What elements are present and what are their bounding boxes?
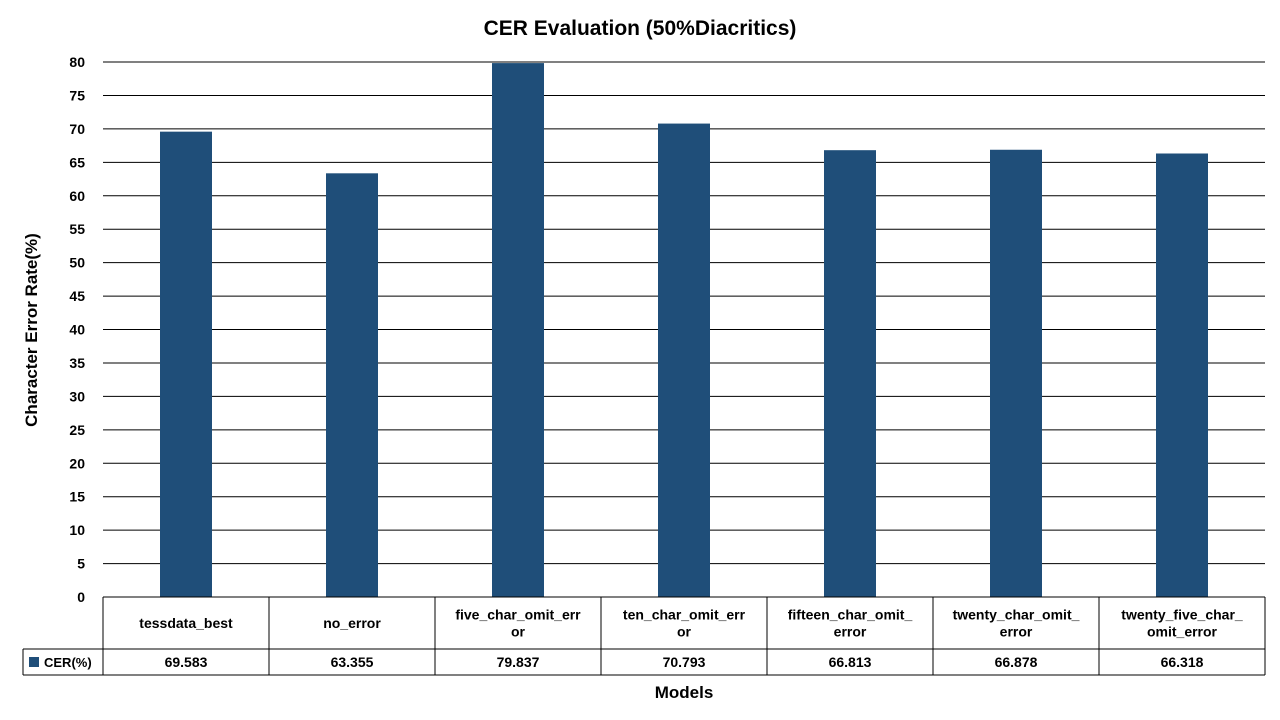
bar (1156, 153, 1208, 597)
y-axis-title: Character Error Rate(%) (22, 233, 41, 427)
y-tick-label: 20 (69, 455, 85, 471)
y-tick-label: 0 (77, 589, 85, 605)
bar (160, 131, 212, 597)
category-label: error (1000, 624, 1033, 640)
category-label: error (834, 624, 867, 640)
y-tick-label: 55 (69, 221, 85, 237)
y-tick-label: 80 (69, 54, 85, 70)
category-label: or (511, 624, 526, 640)
chart-title: CER Evaluation (50%Diacritics) (484, 17, 797, 40)
legend-swatch (29, 657, 39, 667)
data-value-label: 63.355 (331, 654, 374, 670)
category-label: twenty_char_omit_ (953, 607, 1080, 623)
y-tick-label: 65 (69, 154, 85, 170)
bar (326, 173, 378, 598)
y-tick-label: 75 (69, 87, 85, 103)
x-axis-title: Models (655, 683, 714, 702)
data-value-label: 66.318 (1161, 654, 1204, 670)
category-label: fifteen_char_omit_ (788, 607, 913, 623)
y-tick-label: 40 (69, 322, 85, 338)
category-label: five_char_omit_err (455, 607, 581, 623)
y-tick-label: 25 (69, 422, 85, 438)
y-tick-label: 5 (77, 556, 85, 572)
category-label: no_error (323, 615, 381, 631)
y-tick-label: 30 (69, 388, 85, 404)
data-value-label: 66.878 (995, 654, 1038, 670)
bar (658, 123, 710, 598)
category-label: ten_char_omit_err (623, 607, 746, 623)
data-table: tessdata_best no_errorfive_char_omit_erro… (22, 596, 1266, 676)
y-tick-label: 10 (69, 522, 85, 538)
y-tick-label: 50 (69, 255, 85, 271)
category-label: tessdata_best (139, 615, 233, 631)
legend-label: CER(%) (44, 655, 92, 670)
data-value-label: 79.837 (497, 654, 540, 670)
data-value-label: 69.583 (165, 654, 208, 670)
y-tick-label: 15 (69, 489, 85, 505)
y-tick-label: 70 (69, 121, 85, 137)
y-tick-label: 35 (69, 355, 85, 371)
bar (492, 63, 544, 597)
category-label: omit_error (1147, 624, 1218, 640)
bar (990, 149, 1042, 598)
bar (824, 150, 876, 598)
bars (160, 63, 1208, 598)
category-label: twenty_five_char_ (1121, 607, 1243, 623)
category-label: or (677, 624, 692, 640)
y-tick-label: 45 (69, 288, 85, 304)
data-value-label: 70.793 (663, 654, 706, 670)
y-tick-label: 60 (69, 188, 85, 204)
data-value-label: 66.813 (829, 654, 872, 670)
